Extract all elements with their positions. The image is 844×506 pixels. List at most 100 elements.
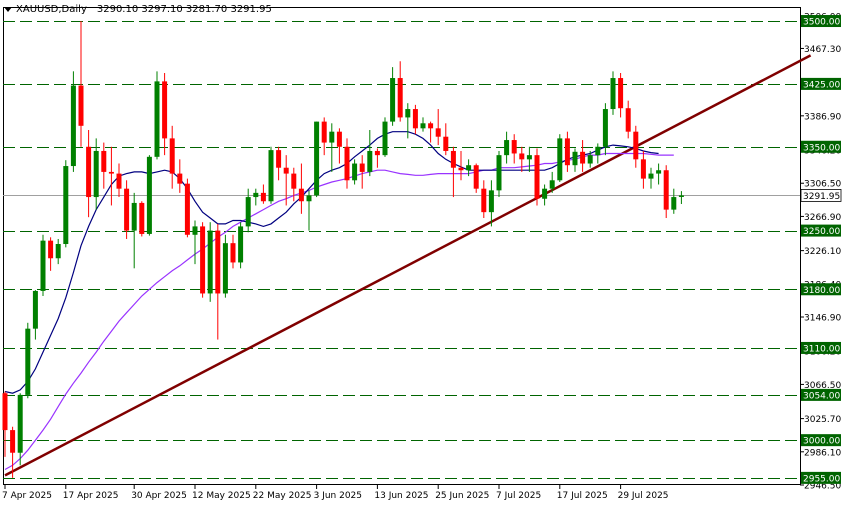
candle-body [25,328,31,395]
ohlc-values: 3290.10 3297.10 3281.70 3291.95 [96,4,272,15]
candle-body [154,81,160,157]
candle-body [519,153,525,160]
candle-body [321,121,327,143]
x-tick-label: 29 Jul 2025 [618,491,669,501]
candle-body [663,170,669,210]
candle-body [625,108,631,132]
candle-body [511,140,517,154]
candle-body [458,167,464,171]
candle-body [169,138,175,174]
candle-body [633,131,639,160]
candle-body [496,155,502,191]
level-label: 3500.00 [803,18,840,28]
candle-body [435,128,441,137]
level-label: 3110.00 [803,344,840,354]
candle-body [230,243,236,263]
candle-body [78,85,84,126]
x-tick-label: 13 Jun 2025 [374,491,428,501]
candle-body [177,173,183,184]
candle-body [207,230,213,294]
candle-body [473,165,479,189]
candle-body [108,171,114,174]
candle-body [298,188,304,202]
candle-body [124,188,130,231]
candle-body [671,197,677,210]
candle-body [420,123,426,129]
chart-header: XAUUSD,Daily 3290.10 3297.10 3281.70 329… [4,4,272,15]
candle-body [70,85,76,167]
candle-body [17,394,23,453]
candle-body [245,197,251,227]
candle-body [40,240,46,291]
level-label: 2955.00 [803,474,840,484]
candle-body [283,167,289,174]
y-tick-label: 3066.50 [804,381,841,391]
level-label-box [801,434,841,447]
candle-body [412,109,418,129]
level-label-box [801,77,841,90]
candle-body [48,240,54,259]
current-price-box [800,189,842,202]
y-tick-label: 3467.30 [804,45,841,55]
symbol-timeframe: XAUUSD,Daily [16,4,87,15]
candle-body [542,188,548,199]
candle-body [101,150,107,172]
candle-body [10,430,16,453]
candle-body [336,131,342,147]
candle-body [93,150,99,198]
candle-body [146,156,152,234]
candle-body [32,290,38,329]
candle-body [678,195,684,197]
candle-body [184,183,190,235]
x-tick-label: 30 Apr 2025 [131,491,187,501]
y-tick-label: 3266.90 [804,213,841,223]
candle-body [428,123,434,129]
x-tick-label: 17 Apr 2025 [63,491,119,501]
candle-body [526,155,532,160]
ma-slow-line [4,152,674,471]
candle-body [443,136,449,151]
level-label-box [801,15,841,28]
candle-body [648,173,654,179]
candle-body [200,226,206,294]
candle-body [215,230,221,294]
candle-body [405,109,411,118]
level-label-box [801,224,841,237]
level-label: 3000.00 [803,437,840,447]
candle-body [397,78,403,118]
candle-body [557,138,563,181]
candle-body [192,226,198,235]
candle-body [314,121,320,196]
level-label-box [801,140,841,153]
candle-body [610,78,616,110]
y-tick-label: 2946.50 [804,482,841,492]
candle-body [238,226,244,263]
candle-body [63,166,69,245]
y-tick-label: 3226.10 [804,247,841,257]
candle-body [260,192,266,202]
candle-body [329,131,335,143]
candle-body [504,140,510,156]
level-label: 3425.00 [803,80,840,90]
candle-body [481,188,487,213]
level-label-box [801,388,841,401]
candle-body [86,146,92,198]
candle-body [390,78,396,122]
x-tick-label: 12 May 2025 [192,491,251,501]
y-tick-label: 3386.90 [804,112,841,122]
level-label-box [801,341,841,354]
x-tick-label: 25 Jun 2025 [435,491,489,501]
candle-body [352,163,358,181]
candle-body [367,150,373,172]
candle-body [306,195,312,202]
triangle-down-icon[interactable] [4,7,12,12]
candle-body [549,180,555,189]
candle-body [116,173,122,189]
candle-body [253,192,259,198]
candle-body [656,170,662,174]
level-label-box [801,283,841,296]
candle-body [488,190,494,213]
level-label-box [801,471,841,484]
